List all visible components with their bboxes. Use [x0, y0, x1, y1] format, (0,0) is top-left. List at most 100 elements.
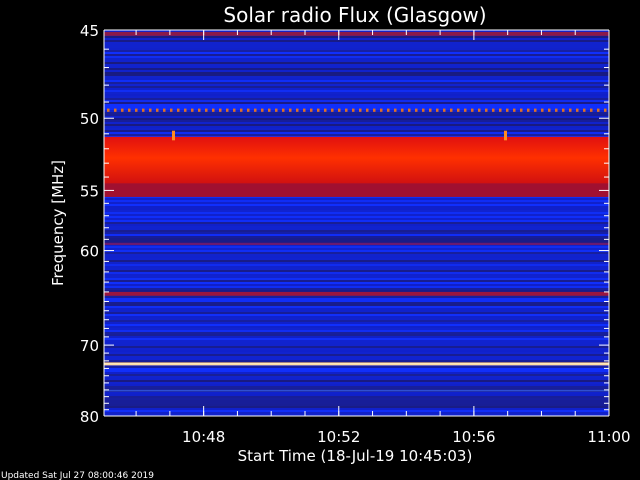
band-dot	[415, 108, 418, 112]
spectrogram-row	[104, 78, 609, 80]
band-dot	[219, 108, 222, 112]
band-dot	[471, 108, 474, 112]
spectrogram-row	[104, 410, 609, 412]
spectrogram-row	[104, 204, 609, 206]
spectrogram-row	[104, 296, 609, 298]
spectrogram-row	[104, 370, 609, 372]
spectrogram-row	[104, 72, 609, 74]
band-dot	[289, 108, 292, 112]
band-dot	[443, 108, 446, 112]
spectrogram-row	[104, 334, 609, 336]
spectrogram-row	[104, 320, 609, 322]
band-dot	[373, 108, 376, 112]
band-dot	[499, 108, 502, 112]
spectrogram-row	[104, 258, 609, 260]
spectrogram-row	[104, 84, 609, 86]
spectrogram-row	[104, 118, 609, 120]
spectrogram-row	[104, 282, 609, 284]
y-axis: 45 50 55 60 70 80	[80, 22, 610, 426]
spectrogram-row	[104, 116, 609, 118]
spectrogram-row	[104, 246, 609, 248]
spectrogram-row	[104, 344, 609, 346]
emission-band	[104, 291, 609, 296]
spectrogram-row	[104, 228, 609, 230]
band-dot	[212, 108, 215, 112]
spectrogram-row	[104, 126, 609, 128]
band-dot	[464, 108, 467, 112]
band-dot	[604, 108, 607, 112]
spectrogram-row	[104, 404, 609, 406]
emission-band	[104, 242, 609, 246]
band-dot	[492, 108, 495, 112]
plot-area	[104, 30, 609, 416]
spectrogram-row	[104, 382, 609, 384]
spectrogram-row	[104, 206, 609, 208]
x-axis-title: Start Time (18-Jul-19 10:45:03)	[238, 447, 473, 465]
spectrogram-row	[104, 262, 609, 264]
band-dot	[296, 108, 299, 112]
emission-band	[104, 389, 609, 392]
band-dot	[457, 108, 460, 112]
band-dot	[331, 108, 334, 112]
spectrogram-row	[104, 352, 609, 354]
spectrogram-row	[104, 70, 609, 72]
spectrogram-row	[104, 380, 609, 382]
spectrogram-row	[104, 108, 609, 110]
band-dot	[548, 108, 551, 112]
spectrogram-row	[104, 86, 609, 88]
spectrogram-row	[104, 232, 609, 234]
spectrogram-row	[104, 94, 609, 96]
band-dot	[401, 108, 404, 112]
spectrogram-row	[104, 318, 609, 320]
band-dot	[240, 108, 243, 112]
spectrogram-row	[104, 298, 609, 300]
emission-band	[104, 31, 609, 36]
y-tick-label: 80	[80, 408, 99, 426]
spectrogram-row	[104, 36, 609, 38]
band-dot	[450, 108, 453, 112]
band-dot	[142, 108, 145, 112]
band-dot	[513, 108, 516, 112]
band-dot	[429, 108, 432, 112]
interference-spike	[504, 130, 507, 141]
band-dot	[576, 108, 579, 112]
band-dot	[226, 108, 229, 112]
band-dot	[254, 108, 257, 112]
spectrogram-row	[104, 90, 609, 92]
band-dot	[275, 108, 278, 112]
spectrogram-row	[104, 302, 609, 304]
y-axis-title: Frequency [MHz]	[49, 160, 67, 286]
spectrogram-row	[104, 48, 609, 50]
spectrogram-row	[104, 256, 609, 258]
spectrogram-row	[104, 112, 609, 114]
spectrogram-row	[104, 314, 609, 316]
band-dot	[205, 108, 208, 112]
chart-title: Solar radio Flux (Glasgow)	[223, 3, 486, 27]
spectrogram-row	[104, 214, 609, 216]
spectrogram-row	[104, 62, 609, 64]
spectrogram-row	[104, 340, 609, 342]
spectrogram-row	[104, 398, 609, 400]
spectrogram-row	[104, 40, 609, 42]
spectrogram-row	[104, 92, 609, 94]
spectrogram-row	[104, 366, 609, 368]
emission-band	[104, 362, 609, 366]
band-dot	[485, 108, 488, 112]
band-dot	[191, 108, 194, 112]
spectrogram-row	[104, 44, 609, 46]
interference-spike	[172, 130, 175, 141]
spectrogram-row	[104, 68, 609, 70]
spectrogram-row	[104, 268, 609, 270]
spectrogram-row	[104, 42, 609, 44]
band-dot	[170, 108, 173, 112]
spectrogram-row	[104, 46, 609, 48]
band-dot	[107, 108, 110, 112]
spectrogram-row	[104, 66, 609, 68]
spectrogram-row	[104, 248, 609, 250]
spectrogram-row	[104, 400, 609, 402]
spectrogram-row	[104, 76, 609, 78]
band-dot	[506, 108, 509, 112]
band-dot	[233, 108, 236, 112]
spectrogram-row	[104, 360, 609, 362]
spectrogram-row	[104, 238, 609, 240]
